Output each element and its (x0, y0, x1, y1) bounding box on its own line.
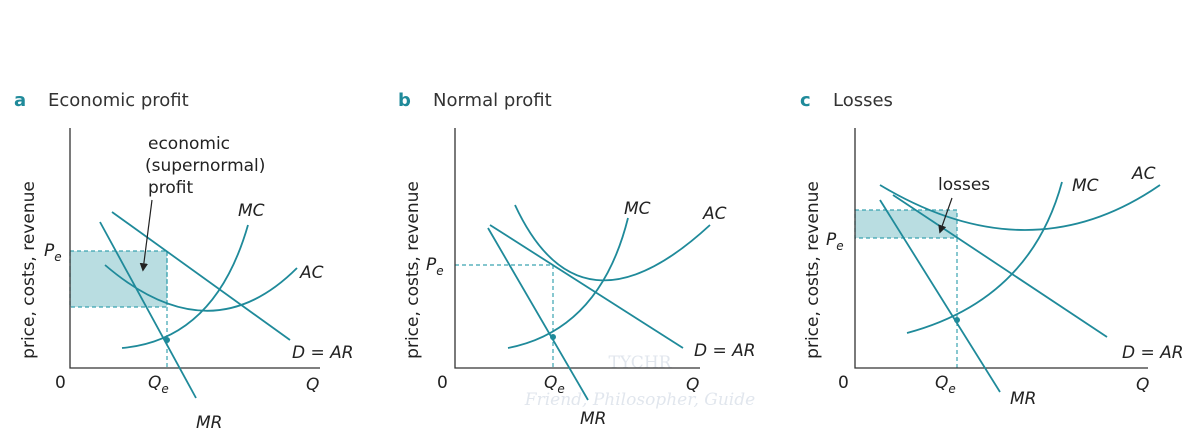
quantity-main: Q (148, 373, 161, 393)
panel-title: Economic profit (48, 90, 189, 111)
annotation-arrow (139, 199, 153, 272)
mc-curve (906, 181, 1063, 334)
demand-curve (892, 194, 1108, 338)
origin-label: 0 (55, 373, 66, 393)
price-sub: e (54, 250, 61, 264)
y-axis-label: price, costs, revenue (19, 181, 39, 359)
curve-label: MC (1072, 176, 1099, 196)
annotation: (supernormal) (145, 156, 265, 176)
panel-letter: a (14, 90, 26, 111)
x-axis-label: Q (1136, 375, 1149, 395)
annotation: losses (938, 175, 990, 195)
quantity-label: Qe (935, 373, 956, 396)
y-axis-label: price, costs, revenue (803, 181, 823, 359)
quantity-sub: e (948, 382, 955, 396)
y-axis-label: price, costs, revenue (403, 181, 423, 359)
quantity-main: Q (544, 373, 557, 393)
annotation: economic (148, 134, 230, 154)
price-main: P (426, 255, 437, 275)
curve-label: AC (299, 263, 324, 283)
equilibrium-point (550, 334, 556, 340)
curve-label: AC (1131, 164, 1156, 184)
curve-label: MR (196, 413, 222, 433)
x-axis-label: Q (686, 375, 699, 395)
panel-title: Losses (833, 90, 893, 111)
ac-curve (879, 184, 1161, 231)
ac-curve (104, 264, 298, 312)
price-label: Pe (826, 230, 844, 253)
profit-area (69, 250, 168, 308)
mc-curve (121, 224, 249, 349)
quantity-sub: e (557, 382, 564, 396)
curve-label: MC (238, 201, 265, 221)
panel-letter: c (800, 90, 811, 111)
price-sub: e (836, 239, 843, 253)
price-main: P (826, 230, 837, 250)
curve-label: MC (624, 199, 651, 219)
watermark-tagline: Friend, Philosopher, Guide (524, 390, 755, 410)
panel-title: Normal profit (433, 90, 552, 111)
axes (454, 128, 700, 369)
annotation: profit (148, 178, 194, 198)
panel-c: c Losses price, costs, revenue 0 Q Pe Qe… (800, 90, 1184, 409)
mc-curve (507, 217, 629, 349)
curve-label: MR (1010, 389, 1036, 409)
quantity-sub: e (161, 382, 168, 396)
annotation-arrow (938, 197, 953, 234)
curve-label: D = AR (292, 343, 354, 363)
demand-curve (489, 224, 684, 349)
origin-label: 0 (838, 373, 849, 393)
mr-curve (99, 221, 197, 399)
price-label: Pe (426, 255, 444, 278)
watermark-logo: TYCHR (609, 353, 673, 373)
price-label: Pe (44, 241, 62, 264)
panel-a: a Economic profit price, costs, revenue … (14, 90, 354, 433)
curve-label: MR (580, 409, 606, 429)
quantity-label: Qe (544, 373, 565, 396)
price-sub: e (436, 264, 443, 278)
price-main: P (44, 241, 55, 261)
axes (854, 128, 1148, 369)
quantity-label: Qe (148, 373, 169, 396)
curve-label: D = AR (1122, 343, 1184, 363)
dashed-line (455, 264, 554, 368)
equilibrium-point (954, 317, 960, 323)
curve-label: D = AR (694, 341, 756, 361)
mr-curve (879, 199, 1001, 393)
panel-letter: b (398, 90, 411, 111)
ac-curve (514, 204, 711, 282)
origin-label: 0 (437, 373, 448, 393)
demand-curve (111, 211, 291, 341)
panel-b: b Normal profit price, costs, revenue 0 … (398, 90, 756, 429)
mr-curve (487, 227, 589, 401)
curve-label: AC (702, 204, 727, 224)
axes (69, 128, 320, 369)
x-axis-label: Q (306, 375, 319, 395)
quantity-main: Q (935, 373, 948, 393)
equilibrium-point (164, 337, 170, 343)
